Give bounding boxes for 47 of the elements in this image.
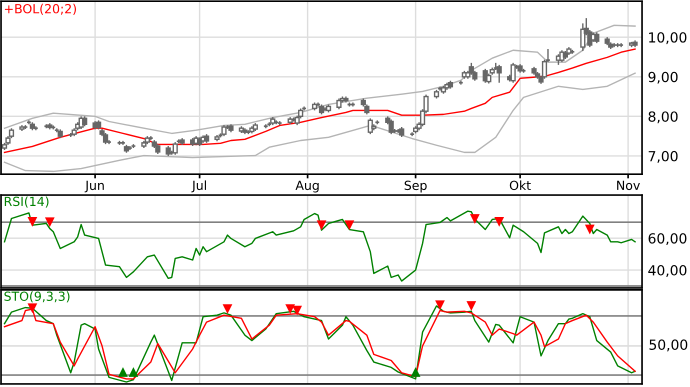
- candlestick: [82, 116, 88, 127]
- candlestick: [102, 132, 108, 145]
- point: [494, 216, 504, 227]
- point: [292, 306, 302, 316]
- candlestick: [486, 72, 492, 84]
- point: [285, 304, 296, 314]
- chart-title: STO(9,3,3): [4, 291, 70, 302]
- point: [316, 220, 326, 230]
- point: [584, 224, 595, 234]
- y-tick-label: 60,00: [648, 233, 686, 246]
- point: [435, 300, 445, 310]
- y-tick-label: 40,00: [648, 265, 686, 277]
- x-tick-label: Nov: [617, 180, 640, 190]
- point: [28, 216, 38, 227]
- candlestick: [96, 120, 102, 130]
- chart-title: RSI(14): [4, 196, 48, 208]
- line-series: [4, 24, 636, 134]
- point: [44, 217, 55, 228]
- candlestick: [399, 126, 404, 138]
- x-tick-label: Sep: [404, 180, 427, 192]
- point: [466, 301, 476, 311]
- text: 50,00: [650, 339, 688, 352]
- line-series: [4, 210, 636, 282]
- point: [128, 367, 138, 377]
- x-tick-label: Jul: [191, 180, 206, 192]
- y-tick-label: 9,00: [648, 72, 678, 84]
- point: [344, 220, 354, 230]
- chart-title: +BOL(20;2): [4, 4, 76, 15]
- line-series: [4, 72, 636, 172]
- point: [222, 304, 232, 314]
- candlestick: [388, 118, 394, 135]
- y-tick-label: 10,00: [649, 32, 686, 44]
- point: [28, 303, 38, 314]
- candlestick: [221, 124, 227, 137]
- y-tick-label: 7,00: [648, 150, 678, 163]
- point: [410, 367, 420, 377]
- point: [118, 367, 128, 377]
- candlestick: [368, 118, 373, 135]
- point: [470, 214, 480, 224]
- candlestick: [318, 104, 324, 116]
- x-tick-label: Jun: [84, 180, 104, 192]
- y-tick-label: 8,00: [648, 111, 678, 124]
- candlestick: [336, 98, 342, 110]
- x-tick-label: Aug: [296, 180, 319, 192]
- candlestick: [155, 143, 160, 155]
- x-tick-label: Okt: [510, 180, 531, 190]
- line-series: [4, 48, 636, 154]
